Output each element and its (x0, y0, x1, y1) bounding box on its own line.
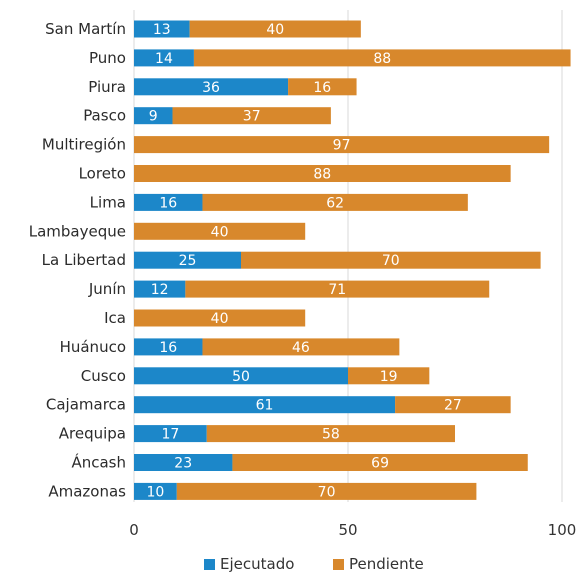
bar-pendiente (206, 425, 455, 443)
category-label: Loreto (79, 165, 126, 183)
bar-ejecutado (134, 280, 186, 298)
bar-ejecutado (134, 49, 194, 67)
bar-pendiente (189, 20, 361, 38)
bar-value-label: 71 (328, 282, 346, 298)
bar-value-label: 61 (256, 398, 274, 414)
bar-pendiente (395, 396, 511, 414)
category-label: Cajamarca (46, 396, 126, 414)
category-label: Arequipa (59, 425, 126, 443)
bar-value-label: 9 (149, 109, 158, 125)
category-label: San Martín (45, 20, 126, 38)
bar-pendiente (134, 309, 306, 327)
bar-ejecutado (134, 20, 190, 38)
bar-pendiente (232, 454, 528, 471)
bar-value-label: 19 (380, 369, 398, 385)
bar-pendiente (241, 251, 541, 269)
category-label: Lambayeque (29, 222, 126, 240)
bar-value-label: 17 (161, 427, 179, 443)
bar-value-label: 50 (232, 369, 250, 385)
category-labels: San Martín Puno Piura Pasco Multiregión Loret… (29, 20, 126, 500)
category-label: Pasco (83, 107, 126, 125)
bar-value-label: 46 (292, 340, 310, 356)
legend-swatch-pendiente (333, 559, 344, 570)
bar-value-label: 16 (159, 195, 177, 211)
category-label: Multiregión (42, 136, 126, 154)
category-label: Áncash (71, 453, 126, 472)
bar-ejecutado (134, 425, 207, 443)
bar-ejecutado (134, 338, 203, 356)
legend-label: Pendiente (349, 555, 424, 573)
category-label: Puno (89, 49, 126, 67)
bar-ejecutado (134, 193, 203, 211)
bar-value-label: 10 (146, 484, 164, 500)
category-label: Ica (104, 309, 126, 327)
bar-value-label: 69 (371, 456, 389, 472)
bar-value-label: 23 (174, 456, 192, 472)
bar-pendiente (348, 367, 430, 385)
bar-value-label: 37 (243, 109, 261, 125)
bar-value-label: 88 (313, 167, 331, 183)
category-label: Cusco (81, 367, 126, 385)
category-label: La Libertad (42, 251, 126, 269)
x-axis-ticks: 0 50 100 (129, 521, 576, 539)
x-tick-label: 100 (548, 521, 576, 539)
legend-label: Ejecutado (220, 555, 294, 573)
bar-value-label: 40 (211, 224, 229, 240)
bar-pendiente (176, 482, 477, 500)
x-tick-label: 50 (338, 521, 357, 539)
legend-swatch-ejecutado (204, 559, 215, 570)
bar-ejecutado (134, 367, 348, 385)
bar-value-label: 13 (153, 22, 171, 38)
bar-ejecutado (134, 396, 396, 414)
bar-pendiente (134, 165, 511, 182)
category-label: Piura (88, 78, 126, 96)
bar-pendiente (134, 136, 550, 154)
category-label: Junín (88, 280, 126, 298)
bar-value-label: 40 (211, 311, 229, 327)
bar-ejecutado (134, 107, 173, 125)
bar-value-label: 88 (373, 51, 391, 67)
bar-value-label: 62 (326, 195, 344, 211)
bar-value-label: 40 (266, 22, 284, 38)
bar-pendiente (202, 338, 400, 356)
legend: Ejecutado Pendiente (204, 555, 424, 573)
bar-pendiente (172, 107, 331, 125)
x-tick-label: 0 (129, 521, 139, 539)
bar-value-label: 36 (202, 80, 220, 96)
bar-ejecutado (134, 78, 289, 96)
bar-value-label: 27 (444, 398, 462, 414)
bar-value-label: 25 (179, 253, 197, 269)
bar-pendiente (134, 222, 306, 240)
bar-ejecutado (134, 482, 177, 500)
bar-value-label: 58 (322, 427, 340, 443)
bar-value-label: 16 (313, 80, 331, 96)
category-label: Huánuco (60, 338, 126, 356)
category-label: Lima (90, 193, 126, 211)
bar-pendiente (202, 193, 468, 211)
bar-value-label: 14 (155, 51, 173, 67)
bar-value-label: 12 (151, 282, 169, 298)
bar-value-label: 97 (333, 138, 351, 154)
bar-pendiente (288, 78, 357, 96)
category-label: Amazonas (48, 482, 126, 500)
bar-value-label: 16 (159, 340, 177, 356)
bar-pendiente (193, 49, 571, 67)
bar-ejecutado (134, 251, 241, 269)
bar-value-label: 70 (318, 484, 336, 500)
bar-ejecutado (134, 454, 233, 471)
bar-value-label: 70 (382, 253, 400, 269)
bar-pendiente (185, 280, 490, 298)
